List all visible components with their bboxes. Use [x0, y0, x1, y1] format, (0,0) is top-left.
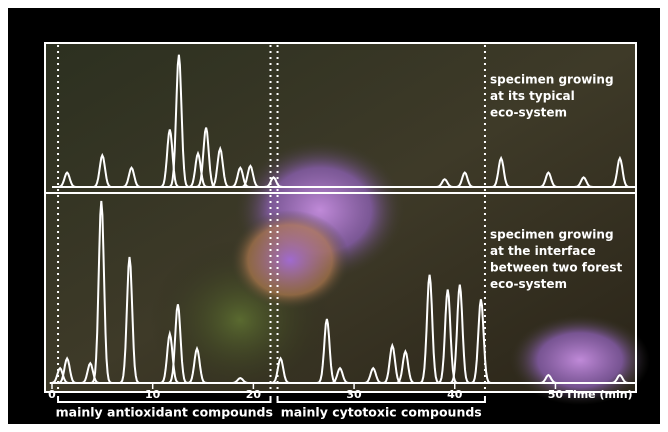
region-label: mainly cytotoxic compounds: [281, 405, 482, 420]
photo-flower-base: [230, 210, 350, 310]
legend-label: between two forest: [490, 261, 622, 275]
legend-label: specimen growing: [490, 73, 614, 87]
x-tick-label: 40: [447, 388, 463, 401]
legend-label: at its typical: [490, 89, 575, 103]
legend-label: eco-system: [490, 106, 567, 120]
x-axis-label: Time (min): [565, 388, 632, 401]
legend-label: eco-system: [490, 277, 567, 291]
chart: specimen growing at its typical eco-system…: [0, 0, 668, 432]
x-tick-label: 50: [548, 388, 564, 401]
x-tick-label: 0: [48, 388, 56, 401]
legend-label: at the interface: [490, 244, 596, 258]
region-label: mainly antioxidant compounds: [56, 405, 273, 420]
x-tick-label: 30: [346, 388, 362, 401]
page: specimen growing at its typical eco-system…: [0, 0, 668, 432]
x-tick-label: 20: [246, 388, 262, 401]
legend-label: specimen growing: [490, 228, 614, 242]
x-tick-label: 10: [145, 388, 161, 401]
